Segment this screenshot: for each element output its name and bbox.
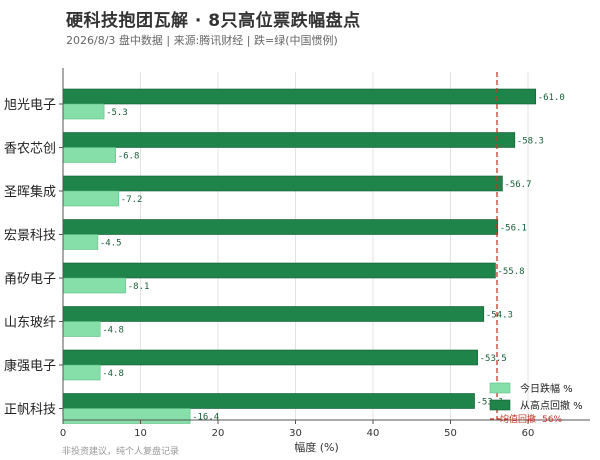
x-tick-label: 20 xyxy=(212,428,225,439)
today-value-label: -4.8 xyxy=(102,326,124,336)
legend-label-drawdown: 从高点回撤 % xyxy=(520,399,583,412)
today-bar xyxy=(62,190,120,207)
chart-subtitle: 2026/8/3 盘中数据 | 来源:腾讯财经 | 跌=绿(中国惯例) xyxy=(66,34,338,47)
drawdown-value-label: -55.8 xyxy=(497,267,524,277)
x-tick-label: 10 xyxy=(134,428,147,439)
today-bar xyxy=(62,277,127,294)
today-value-label: -6.8 xyxy=(118,152,140,162)
chart-title: 硬科技抱团瓦解 · 8只高位票跌幅盘点 xyxy=(66,11,361,31)
legend-swatch-today xyxy=(489,382,511,394)
footnote: 非投资建议，纯个人复盘记录 xyxy=(62,447,180,457)
legend-swatch-drawdown xyxy=(489,399,511,411)
drawdown-value-label: -61.0 xyxy=(538,93,565,103)
legend-label-today: 今日跌幅 % xyxy=(520,382,573,395)
drawdown-value-label: -58.3 xyxy=(517,137,544,147)
legend: 今日跌幅 % 从高点回撤 %均值回撤 -56% xyxy=(489,382,583,425)
today-bar xyxy=(62,321,101,337)
legend-label-reference: 均值回撤 -56% xyxy=(500,413,563,425)
today-value-label: -16.4 xyxy=(192,413,219,423)
today-bar xyxy=(62,364,101,381)
x-tick-label: 40 xyxy=(367,428,380,439)
drawdown-value-label: -54.3 xyxy=(486,311,513,321)
drawdown-bar xyxy=(62,393,475,409)
drawdown-value-label: -56.7 xyxy=(504,180,531,190)
today-bar xyxy=(62,147,117,163)
today-bar xyxy=(62,408,191,424)
today-bar xyxy=(62,103,105,120)
x-tick-label: 50 xyxy=(444,428,457,439)
grid-layer xyxy=(62,72,529,420)
drawdown-value-label: -53.5 xyxy=(480,354,507,364)
drawdown-bar xyxy=(62,306,485,322)
axis-layer: 0 10 20 30 40 50 60 幅度 (%) 旭光电子香农芯创圣晖集成宏景科技甬矽电子山… xyxy=(4,68,590,454)
today-bar xyxy=(62,234,99,250)
x-tick-label: 60 xyxy=(522,428,535,439)
x-tick-label: 30 xyxy=(289,428,302,439)
category-label: 香农芯创 xyxy=(4,142,56,157)
category-label: 康强电子 xyxy=(4,358,56,374)
drawdown-bar xyxy=(62,219,499,235)
label-layer: -61.0 -5.3 -58.3 -6.8 -56.7 -7.2 -56.1 -4.5 -55.… xyxy=(100,93,565,423)
drawdown-bar xyxy=(62,88,537,105)
x-tick-label: 0 xyxy=(60,428,66,439)
category-label: 旭光电子 xyxy=(4,98,56,113)
drawdown-bar xyxy=(62,262,496,279)
today-value-label: -8.1 xyxy=(128,282,150,292)
category-label: 宏景科技 xyxy=(4,229,56,244)
category-label: 圣晖集成 xyxy=(4,184,56,200)
drawdown-bar xyxy=(62,132,516,148)
drawdown-value-label: -56.1 xyxy=(500,224,527,234)
today-value-label: -7.2 xyxy=(121,195,143,205)
drawdown-bar xyxy=(62,175,503,192)
today-value-label: -4.5 xyxy=(100,239,122,249)
category-label: 山东玻纤 xyxy=(4,316,56,331)
today-value-label: -4.8 xyxy=(102,369,124,379)
drawdown-bar xyxy=(62,349,478,366)
category-label: 正帆科技 xyxy=(4,403,56,418)
today-value-label: -5.3 xyxy=(106,108,128,118)
category-label: 甬矽电子 xyxy=(4,272,56,287)
x-axis-title: 幅度 (%) xyxy=(294,440,339,454)
bar-layer xyxy=(62,72,537,424)
